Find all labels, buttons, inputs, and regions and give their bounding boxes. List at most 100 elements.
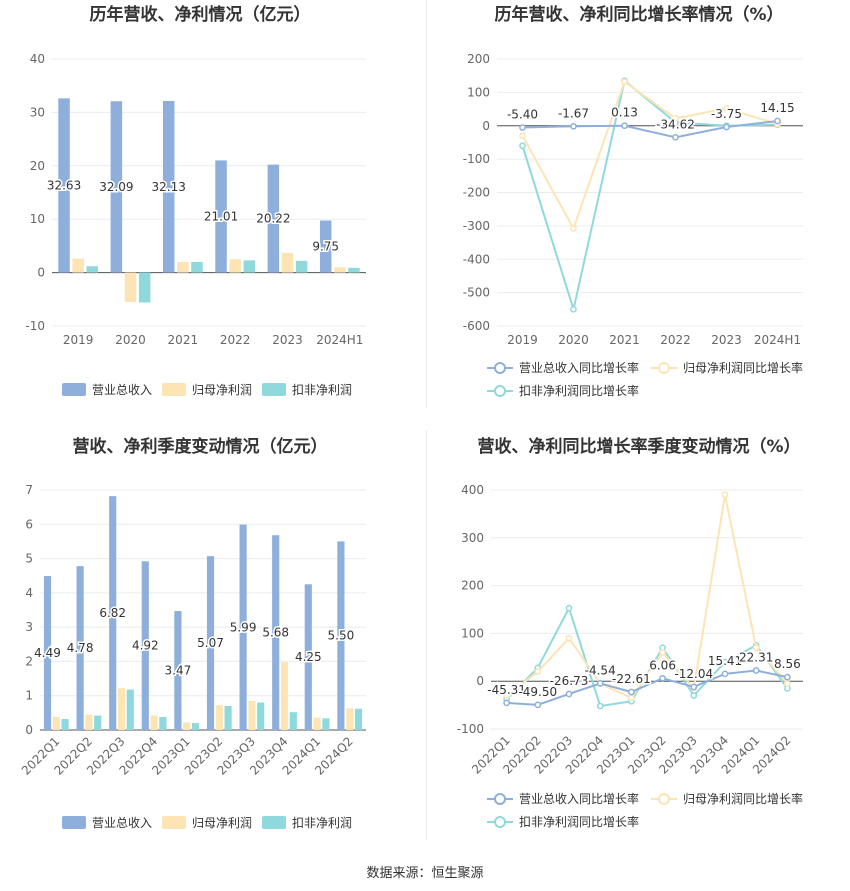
data-label: -12.04: [674, 667, 713, 681]
y-tick-label: 30: [30, 105, 45, 119]
bar: [124, 272, 137, 302]
chart-title: 历年营收、净利情况（亿元）: [90, 4, 311, 25]
legend-swatch: [162, 383, 186, 396]
chart-quarterly-growth-rate: 营收、净利同比增长率季度变动情况（%）-10001002003004002022…: [457, 436, 803, 829]
y-tick-label: -100: [457, 722, 484, 736]
data-label: 21.01: [204, 210, 238, 224]
bar: [239, 524, 247, 730]
x-tick-label: 2020: [558, 333, 589, 347]
series-line: [506, 669, 788, 706]
legend-label: 营业总收入: [92, 816, 152, 830]
y-tick-label: 5: [25, 552, 33, 566]
bar: [159, 716, 167, 730]
data-point: [565, 690, 573, 698]
y-tick-label: -10: [25, 319, 45, 333]
bar: [191, 723, 200, 730]
legend-marker: [494, 816, 506, 828]
bar: [257, 702, 265, 730]
data-label: -1.67: [558, 106, 589, 120]
data-point: [628, 694, 635, 702]
vertical-divider-top: [426, 0, 427, 408]
bar: [177, 261, 189, 273]
bar: [215, 705, 223, 730]
y-tick-label: -100: [463, 152, 490, 166]
vertical-divider-bottom: [426, 430, 427, 840]
data-point: [503, 699, 510, 707]
data-label: 3.47: [165, 664, 192, 678]
chart-annual-revenue-profit: 历年营收、净利情况（亿元） -10 0 10 20 30 40 2019 2020 2021 202…: [25, 4, 366, 397]
chart-annual-growth-rate: 历年营收、净利同比增长率情况（%） -600 -500 -400 -300 -200 -10…: [463, 4, 803, 398]
bar: [272, 535, 280, 730]
y-tick-label: 0: [476, 674, 484, 688]
bar: [229, 259, 241, 273]
y-tick-label: 0: [37, 266, 45, 280]
data-label: 8.56: [774, 657, 801, 671]
data-point: [596, 680, 604, 687]
data-point: [690, 683, 698, 691]
x-tick-label: 2019: [507, 333, 538, 347]
y-tick-label: 7: [25, 483, 33, 497]
x-tick-label: 2022: [220, 333, 251, 347]
legend-label: 扣非净利润: [292, 383, 352, 397]
data-label: -5.40: [507, 108, 538, 122]
bar: [354, 708, 363, 730]
data-point: [519, 124, 526, 131]
bar: [215, 160, 227, 273]
y-tick-label: -300: [463, 219, 490, 233]
legend-swatch: [262, 383, 286, 396]
data-point: [534, 668, 542, 675]
data-point: [628, 688, 635, 696]
bar: [313, 717, 321, 730]
y-tick-label: 200: [467, 52, 490, 66]
chart-title: 营收、净利同比增长率季度变动情况（%）: [477, 436, 800, 457]
bar: [94, 715, 102, 730]
legend-label: 营业总收入同比增长率: [519, 360, 639, 375]
data-point: [659, 674, 666, 682]
bar: [117, 688, 126, 730]
legend-marker: [494, 385, 506, 397]
legend-label: 归母净利润同比增长率: [683, 791, 803, 806]
data-label: 4.92: [132, 639, 159, 653]
y-tick-label: 3: [25, 620, 33, 634]
bar: [348, 267, 360, 273]
bar: [109, 496, 117, 730]
data-label: 14.15: [760, 101, 794, 115]
legend-label: 营业总收入同比增长率: [519, 791, 639, 806]
bar: [191, 261, 203, 273]
bar: [295, 260, 308, 273]
data-label: 5.68: [262, 626, 289, 640]
legend-swatch: [162, 816, 186, 829]
data-point: [570, 122, 577, 130]
chart-title: 历年营收、净利同比增长率情况（%）: [494, 4, 783, 25]
series-line: [521, 80, 778, 231]
data-point: [621, 122, 628, 130]
y-tick-label: -200: [463, 186, 490, 200]
data-point: [565, 634, 573, 642]
y-tick-label: 0: [482, 119, 490, 133]
data-label: 5.07: [197, 636, 224, 650]
bar: [281, 252, 294, 273]
data-point: [672, 115, 679, 122]
data-point: [596, 702, 604, 710]
y-tick-label: 0: [25, 723, 33, 737]
legend-marker: [658, 793, 670, 805]
bar: [110, 101, 123, 273]
bar: [58, 98, 70, 273]
data-label: 32.13: [152, 180, 186, 194]
legend-label: 营业总收入: [92, 383, 152, 397]
data-point: [519, 142, 526, 150]
y-tick-label: 10: [30, 212, 45, 226]
legend-label: 扣非净利润同比增长率: [519, 383, 639, 398]
bar: [174, 611, 182, 730]
data-point: [503, 692, 510, 699]
bar: [150, 715, 158, 730]
legend-marker: [494, 362, 506, 374]
data-label: 4.49: [34, 646, 61, 660]
x-tick-label: 2021: [168, 333, 199, 347]
data-point: [723, 105, 730, 112]
bar: [76, 566, 84, 730]
y-tick-label: 100: [467, 85, 490, 99]
data-point: [752, 644, 760, 652]
data-label: -45.31: [487, 683, 526, 697]
legend-swatch: [62, 816, 86, 829]
